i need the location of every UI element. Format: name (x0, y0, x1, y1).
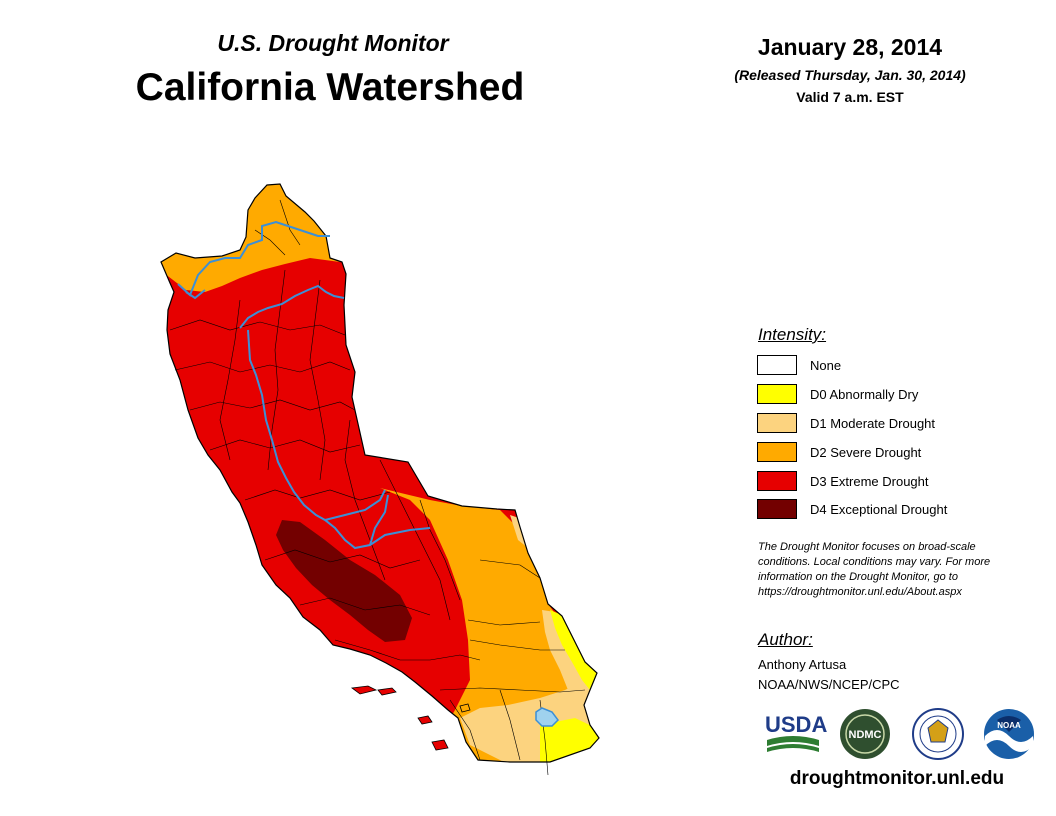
author-org: NOAA/NWS/NCEP/CPC (758, 677, 900, 692)
legend-label: None (810, 358, 842, 373)
note-line: information on the Drought Monitor, go t… (758, 571, 958, 583)
note-url[interactable]: https://droughtmonitor.unl.edu/About.asp… (758, 586, 962, 598)
map-title: California Watershed (135, 66, 525, 109)
legend-label: D4 Exceptional Drought (810, 502, 948, 517)
release-date: (Released Thursday, Jan. 30, 2014) (734, 67, 966, 83)
note-line: The Drought Monitor focuses on broad-sca… (758, 541, 976, 553)
legend-label: D1 Moderate Drought (810, 416, 936, 431)
d0-east-strip (550, 610, 598, 690)
partner-logos: USDA NDMC NOAA (765, 708, 1034, 760)
valid-time: Valid 7 a.m. EST (796, 89, 904, 105)
usda-logo-text: USDA (765, 712, 827, 737)
california-watershed-map (160, 183, 600, 775)
map-date: January 28, 2014 (757, 34, 943, 60)
legend-swatch-none (757, 355, 797, 375)
legend-swatch-d1 (757, 413, 797, 433)
doc-seal-logo (912, 708, 964, 760)
rivers (177, 220, 431, 550)
salton-sea (535, 707, 559, 727)
ndmc-logo-text: NDMC (849, 729, 882, 741)
channel-islands (350, 685, 449, 751)
legend-label: D0 Abnormally Dry (810, 387, 919, 402)
ndmc-logo: NDMC (840, 709, 890, 759)
noaa-logo: NOAA (984, 709, 1034, 759)
legend-swatch-d3 (757, 471, 797, 491)
usda-logo: USDA (765, 712, 827, 752)
legend-label: D3 Extreme Drought (810, 474, 929, 489)
legend-heading: Intensity: (758, 325, 827, 344)
legend-swatch-d2 (757, 442, 797, 462)
website-link[interactable]: droughtmonitor.unl.edu (789, 768, 1005, 789)
author-heading: Author: (758, 630, 813, 649)
disclaimer-note: The Drought Monitor focuses on broad-sca… (758, 540, 1048, 600)
noaa-logo-text: NOAA (997, 721, 1021, 730)
legend-label: D2 Severe Drought (810, 445, 922, 460)
d1-east-strip (542, 610, 595, 705)
legend-swatch-d0 (757, 384, 797, 404)
d4-exceptional-region (276, 520, 412, 642)
map-subtitle: U.S. Drought Monitor (217, 30, 449, 56)
note-line: conditions. Local conditions may vary. F… (758, 556, 991, 568)
legend-swatch-d4 (757, 499, 797, 519)
author-name: Anthony Artusa (758, 657, 847, 672)
